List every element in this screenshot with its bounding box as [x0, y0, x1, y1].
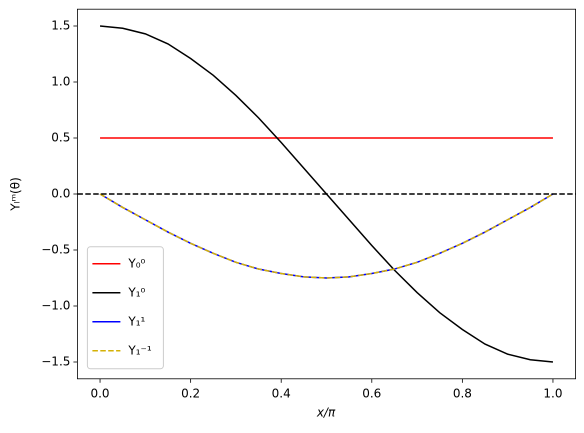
y-tick-label: 0.5 — [51, 131, 70, 145]
y-axis-label: Yₗᵐ(θ) — [9, 177, 23, 212]
legend-label: Y₁⁻¹ — [127, 343, 151, 357]
y-tick-label: −1.0 — [41, 299, 70, 313]
x-tick-label: 0.4 — [272, 386, 291, 400]
x-tick-label: 0.0 — [90, 386, 109, 400]
legend-label: Y₁¹ — [127, 314, 145, 328]
series-line — [99, 193, 554, 279]
y-tick-label: −1.5 — [41, 355, 70, 369]
y-tick-label: 1.0 — [51, 75, 70, 89]
x-tick-label: 0.8 — [453, 386, 472, 400]
series-line — [99, 193, 554, 279]
y-tick-label: 1.5 — [51, 19, 70, 33]
x-tick-label: 1.0 — [543, 386, 562, 400]
y-tick-label: −0.5 — [41, 243, 70, 257]
x-tick-label: 0.2 — [181, 386, 200, 400]
legend-label: Y₁⁰ — [127, 285, 145, 299]
x-tick-label: 0.6 — [362, 386, 381, 400]
legend-box — [86, 246, 164, 370]
y-tick-label: 0.0 — [51, 187, 70, 201]
legend-label: Y₀⁰ — [127, 256, 145, 270]
plot-frame — [77, 8, 577, 380]
x-axis-label: x/π — [316, 406, 336, 420]
